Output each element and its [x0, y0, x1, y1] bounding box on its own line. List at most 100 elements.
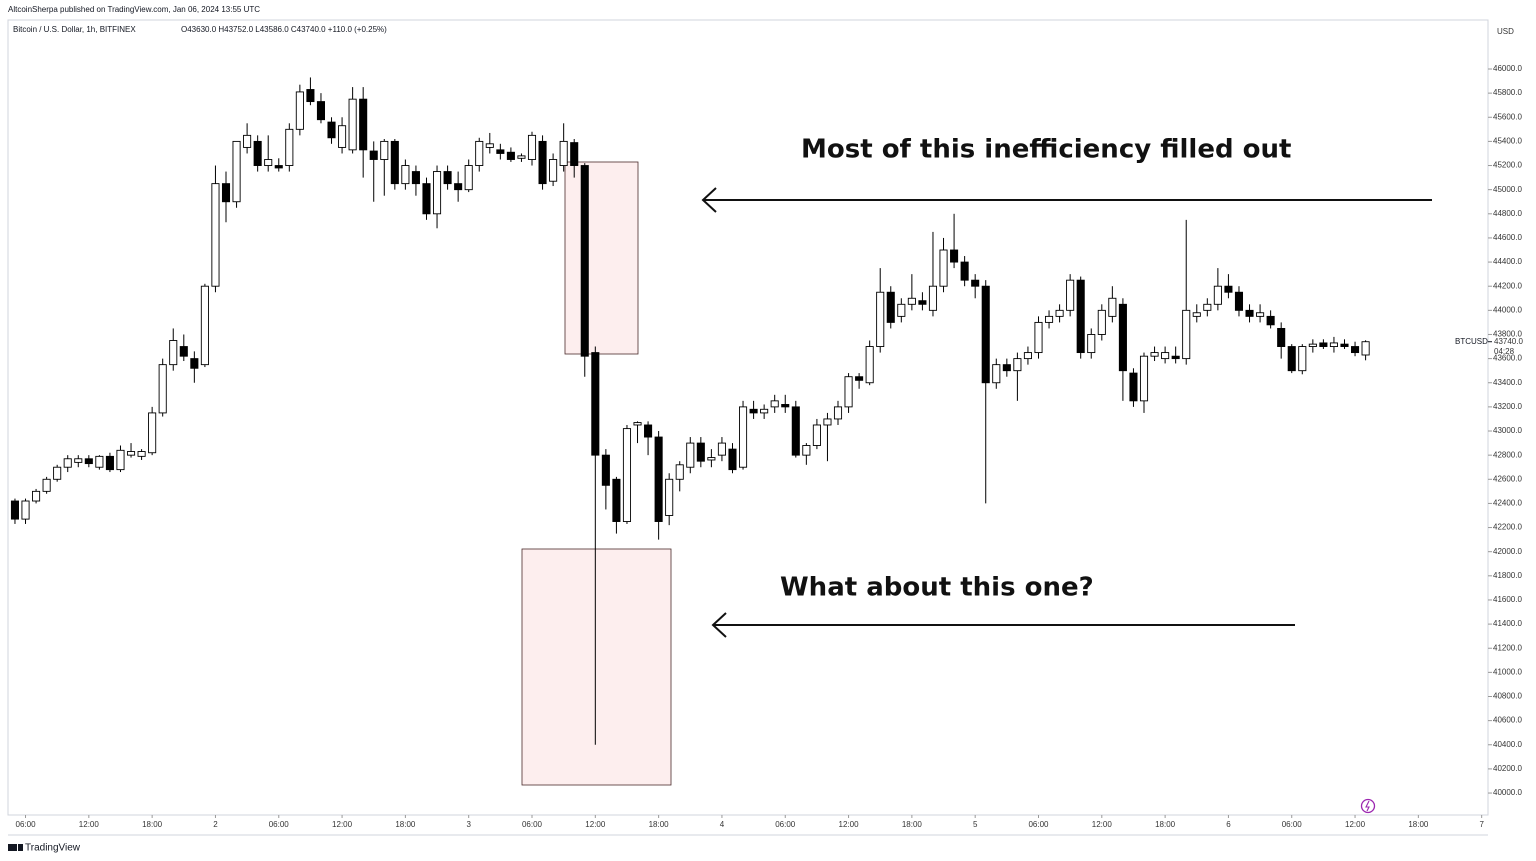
candle-body	[506, 151, 515, 160]
candle-body	[105, 455, 114, 471]
candle-body	[359, 98, 368, 151]
x-tick-label: 2	[213, 820, 218, 829]
candle-body	[1192, 312, 1201, 317]
y-tick-label: 43400.0	[1493, 378, 1522, 387]
candle-body	[1171, 355, 1180, 360]
candle-body	[137, 451, 146, 457]
candle-body	[316, 101, 326, 121]
replay-icon[interactable]	[1360, 798, 1376, 814]
x-tick-label: 12:00	[332, 820, 353, 829]
candle-body	[158, 364, 167, 414]
x-tick-label: 3	[466, 820, 471, 829]
candle-body	[1034, 321, 1043, 354]
candle-body	[401, 165, 410, 185]
y-tick-label: 43600.0	[1493, 354, 1522, 363]
candle-body	[1023, 352, 1032, 360]
candle-body	[739, 406, 748, 468]
x-tick-label: 6	[1226, 820, 1231, 829]
candle-body	[802, 445, 811, 456]
x-tick-label: 12:00	[839, 820, 860, 829]
candle-body	[1351, 346, 1360, 354]
ticks: 40000.0 40200.0 40400.0 40600.0 40800.0 41000…	[16, 64, 1523, 829]
candle-body	[1076, 279, 1085, 354]
candle-body	[844, 376, 853, 408]
candle-body	[211, 183, 220, 287]
candle-body	[169, 340, 178, 366]
candle-body	[411, 171, 420, 185]
candle-body	[950, 249, 959, 263]
y-tick-label: 43000.0	[1493, 426, 1522, 435]
candle-body	[1234, 291, 1244, 311]
candle-body	[675, 464, 684, 480]
candle-body	[601, 454, 610, 486]
y-tick-label: 44600.0	[1493, 233, 1522, 242]
ohlc-legend: O43630.0 H43752.0 L43586.0 C43740.0 +110…	[181, 25, 387, 34]
y-tick-label: 42000.0	[1493, 547, 1522, 556]
y-tick-label: 43200.0	[1493, 402, 1522, 411]
candle-body	[348, 98, 357, 151]
candle-body	[1298, 346, 1307, 372]
y-tick-label: 44800.0	[1493, 209, 1522, 218]
y-tick-label: 40600.0	[1493, 716, 1522, 725]
zone-open	[521, 548, 672, 786]
y-tick-label: 41800.0	[1493, 571, 1522, 580]
y-tick-label: 45200.0	[1493, 161, 1522, 170]
candle-body	[981, 285, 990, 384]
x-tick-label: 06:00	[1028, 820, 1049, 829]
x-tick-label: 06:00	[269, 820, 290, 829]
y-tick-label: 45600.0	[1493, 112, 1522, 121]
arrow-head	[701, 187, 717, 213]
candle-body	[21, 500, 30, 520]
x-tick-label: 5	[973, 820, 978, 829]
y-tick-label: 42400.0	[1493, 499, 1522, 508]
zone-filled	[564, 161, 639, 355]
candle-body	[1340, 343, 1349, 347]
candle-body	[1213, 285, 1222, 305]
y-tick-label: 41400.0	[1493, 619, 1522, 628]
candle-body	[1266, 315, 1275, 326]
candle-body	[1066, 279, 1075, 311]
candle-body	[380, 140, 389, 160]
x-tick-label: 06:00	[775, 820, 796, 829]
y-tick-label: 43800.0	[1493, 330, 1522, 339]
candle-body	[327, 121, 336, 139]
candle-body	[1013, 358, 1022, 372]
x-tick-label: 4	[720, 820, 725, 829]
candle-body	[253, 140, 262, 166]
x-tick-label: 06:00	[522, 820, 543, 829]
candle-body	[833, 406, 843, 420]
candle-body	[527, 134, 537, 160]
candle-body	[1055, 309, 1064, 317]
candle-body	[517, 155, 526, 159]
y-tick-label: 44200.0	[1493, 281, 1522, 290]
candle-body	[1287, 346, 1296, 372]
x-tick-label: 06:00	[1282, 820, 1303, 829]
x-tick-label: 18:00	[649, 820, 670, 829]
candle-body	[939, 249, 948, 287]
candle-body	[190, 358, 199, 369]
candle-body	[865, 346, 874, 384]
candle-body	[295, 91, 304, 130]
candle-body	[1150, 352, 1159, 357]
candle-body	[1245, 309, 1254, 317]
x-tick-label: 06:00	[16, 820, 37, 829]
candle-body	[221, 183, 231, 203]
candle-body	[791, 406, 800, 456]
candle-body	[686, 442, 695, 468]
plot-frame	[7, 19, 1489, 816]
y-tick-label: 42800.0	[1493, 450, 1522, 459]
x-tick-label: 12:00	[1345, 820, 1366, 829]
candle-body	[644, 424, 653, 438]
candle-body	[580, 165, 589, 357]
arrow-head	[711, 612, 727, 638]
candle-body	[781, 404, 790, 408]
footer-brand: TradingView	[25, 843, 81, 854]
y-tick-label: 42200.0	[1493, 523, 1522, 532]
y-tick-label: 45000.0	[1493, 185, 1522, 194]
annotation-text: What about this one?	[780, 573, 1094, 603]
publisher-header: AltcoinSherpa published on TradingView.c…	[8, 5, 260, 14]
x-tick-label: 18:00	[395, 820, 416, 829]
